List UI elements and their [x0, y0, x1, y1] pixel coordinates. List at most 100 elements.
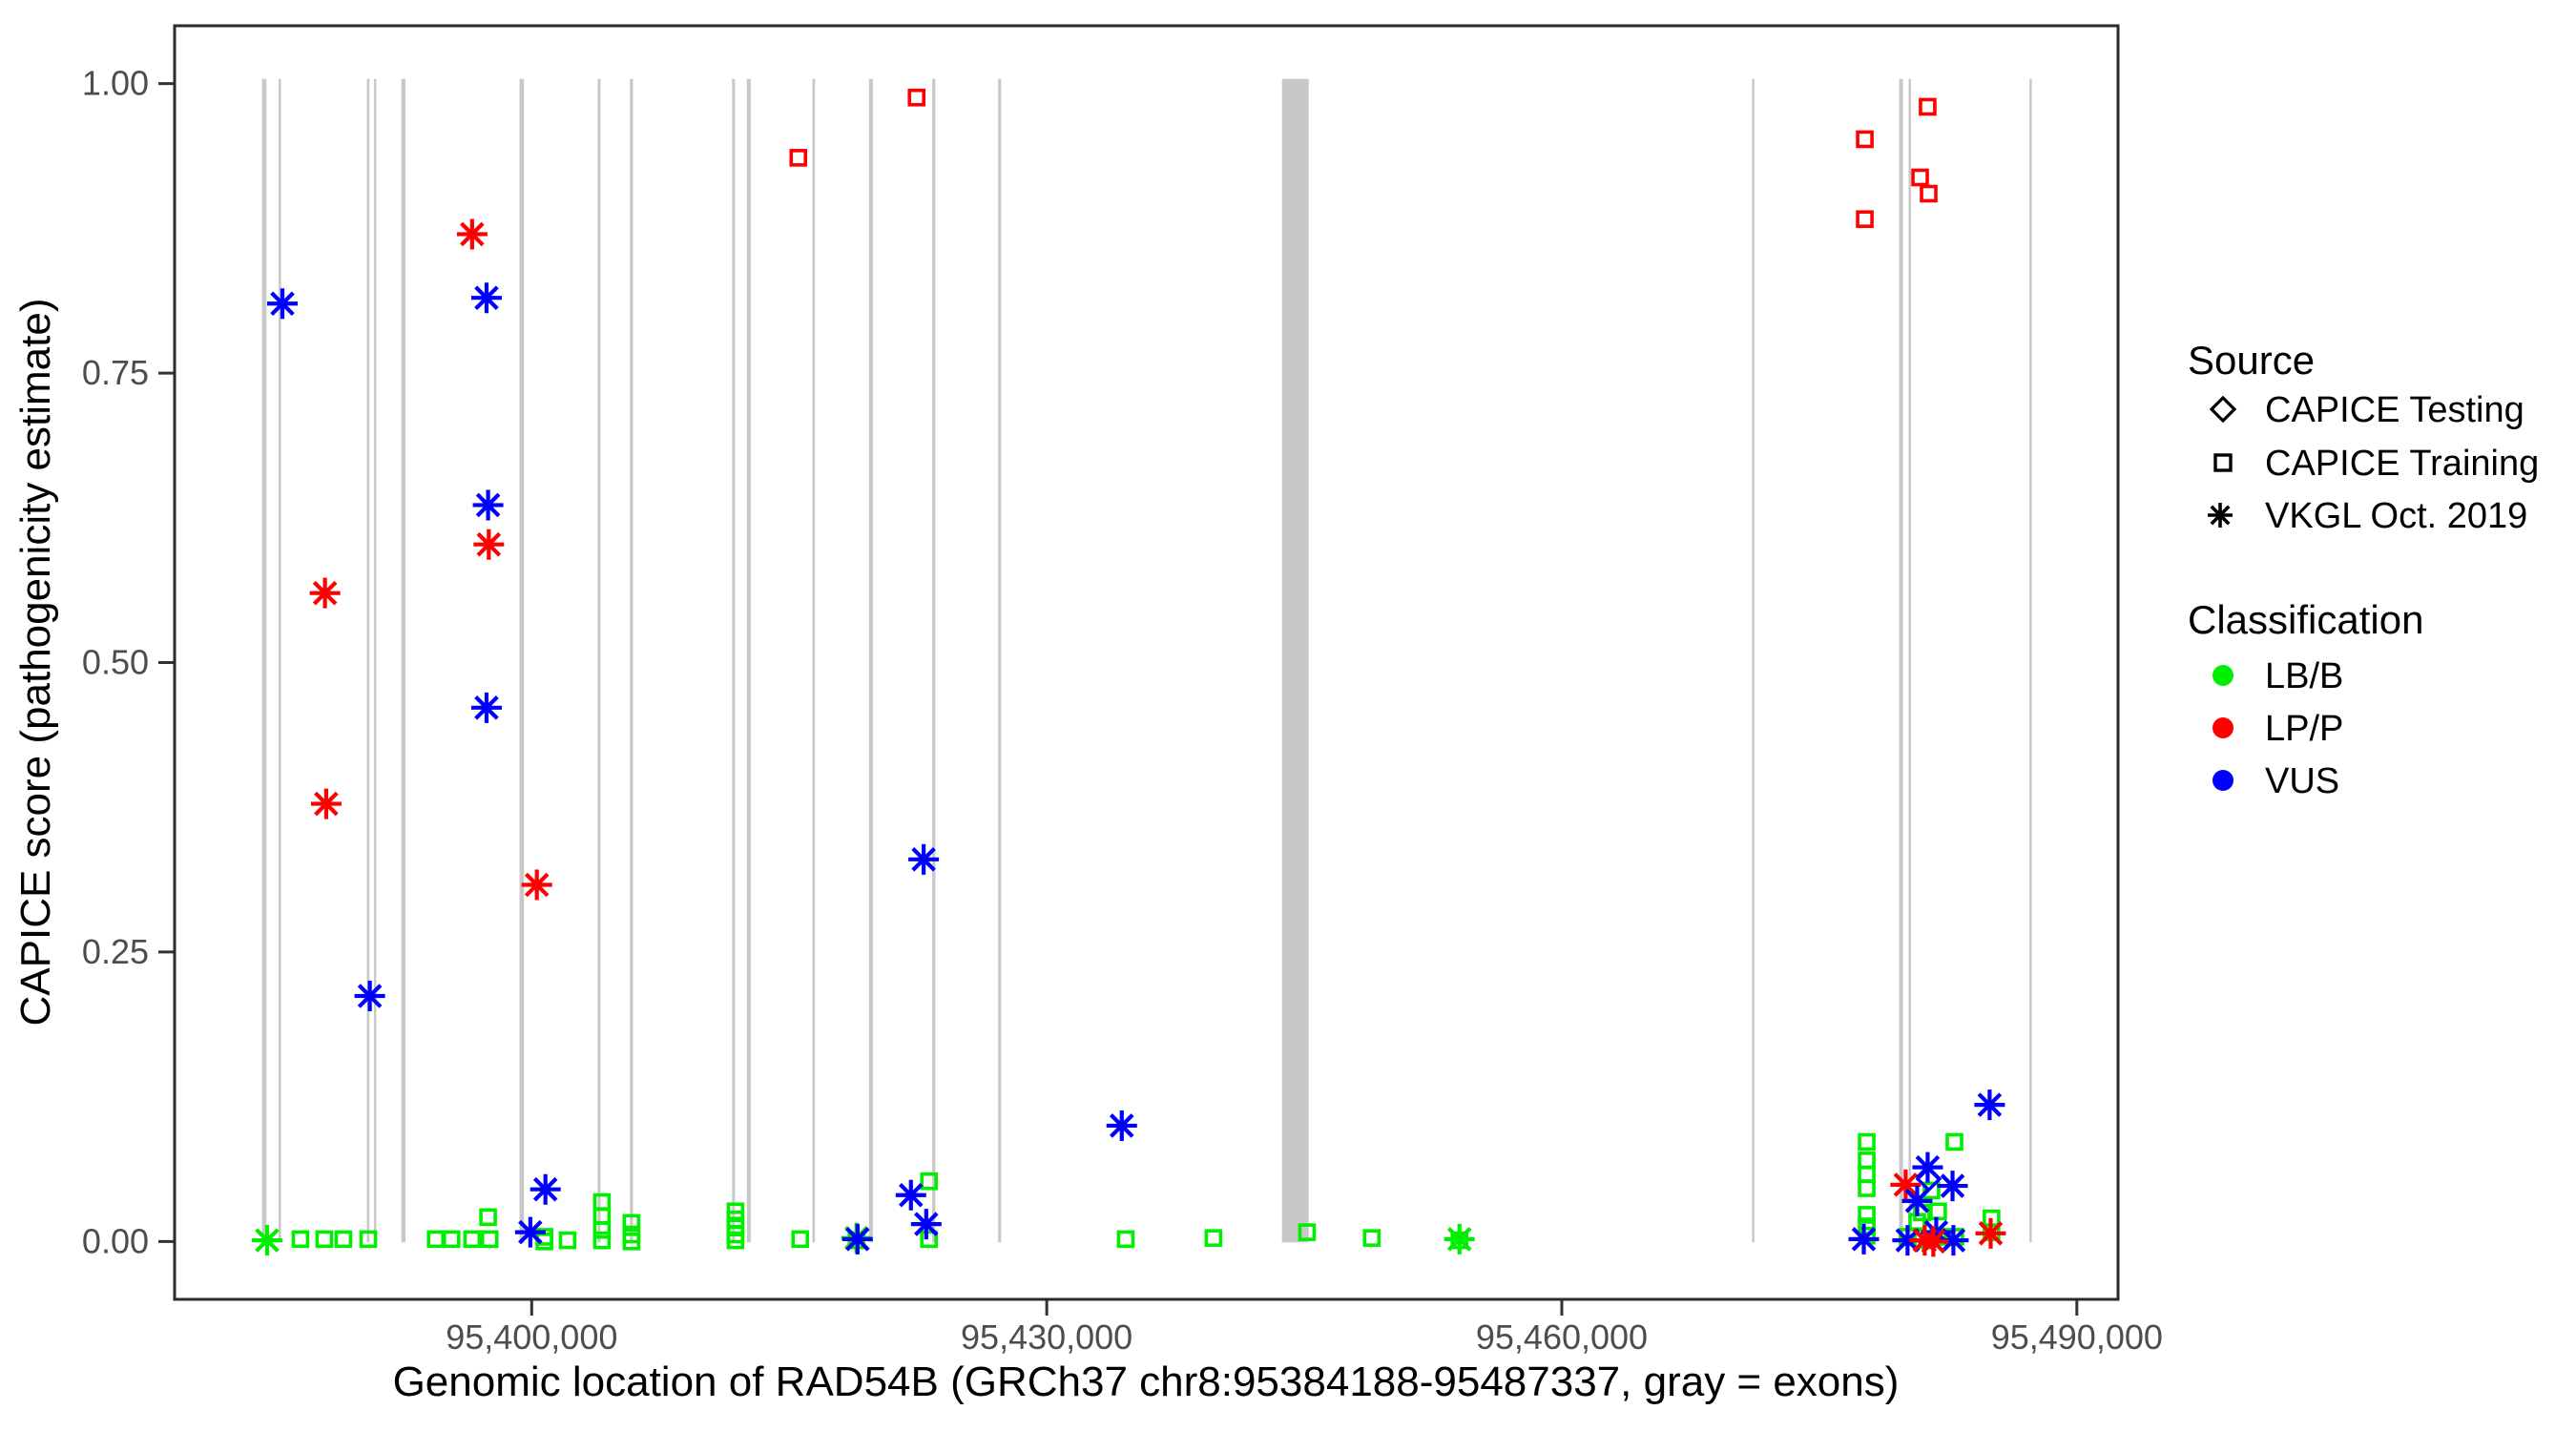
exon-bar — [1752, 78, 1755, 1243]
point-asterisk — [354, 981, 385, 1012]
point-asterisk — [267, 288, 299, 320]
point-square — [426, 1230, 445, 1249]
point-asterisk — [1974, 1089, 2005, 1121]
point-square — [1858, 1151, 1876, 1170]
legend-item-label: VUS — [2265, 761, 2339, 801]
point-square — [315, 1230, 334, 1249]
point-square — [1298, 1223, 1317, 1241]
exon-bar — [868, 78, 873, 1243]
exon-bar — [279, 78, 281, 1243]
point-square — [1908, 1213, 1926, 1231]
point-asterisk — [895, 1179, 926, 1211]
y-tick-label: 0.75 — [82, 353, 149, 392]
legend-item-label: VKGL Oct. 2019 — [2265, 496, 2527, 536]
point-square — [789, 149, 808, 167]
point-asterisk — [473, 529, 505, 560]
legend-classification-title: Classification — [2188, 597, 2423, 642]
legend-item-lpp: LP/P — [2212, 709, 2343, 749]
point-square — [622, 1233, 641, 1251]
point-asterisk — [1975, 1217, 2006, 1249]
point-asterisk — [1890, 1169, 1922, 1200]
point-asterisk — [251, 1225, 282, 1256]
point-square — [726, 1231, 745, 1250]
point-square — [1204, 1229, 1223, 1247]
x-axis-title: Genomic location of RAD54B (GRCh37 chr8:… — [393, 1358, 1900, 1405]
exon-bar — [261, 78, 267, 1243]
point-asterisk — [521, 869, 552, 901]
point-asterisk — [470, 692, 502, 723]
point-square — [592, 1220, 612, 1239]
exon-bar — [732, 78, 736, 1243]
point-asterisk — [472, 489, 504, 521]
exon-bar — [597, 78, 601, 1243]
x-tick-label: 95,490,000 — [1991, 1317, 2163, 1357]
point-asterisk — [530, 1173, 561, 1205]
y-tick-label: 0.25 — [82, 932, 149, 971]
point-asterisk — [309, 577, 341, 609]
point-square — [1911, 168, 1929, 187]
point-square — [334, 1230, 353, 1249]
point-square — [1856, 210, 1874, 228]
dot-icon — [2212, 717, 2233, 738]
data-points — [251, 88, 2006, 1257]
point-square — [791, 1230, 810, 1249]
point-asterisk — [910, 1209, 942, 1240]
legend-item-capice-training: CAPICE Training — [2213, 444, 2539, 484]
point-asterisk — [1918, 1226, 1949, 1257]
point-asterisk — [310, 788, 342, 819]
y-tick-label: 0.50 — [82, 643, 149, 682]
point-square — [1858, 1179, 1876, 1197]
plot-panel-border — [173, 24, 2120, 1301]
point-square — [592, 1207, 612, 1225]
point-square — [1922, 1181, 1941, 1200]
exon-bar — [366, 78, 370, 1243]
legend: Source CAPICE Testing CAPICE Training VK… — [2188, 338, 2539, 801]
legend-item-vus: VUS — [2212, 761, 2339, 801]
dot-icon — [2212, 665, 2233, 686]
point-square — [592, 1192, 612, 1212]
exon-bar — [2029, 78, 2032, 1243]
x-tick-label: 95,400,000 — [446, 1317, 617, 1357]
point-asterisk — [1921, 1216, 1952, 1248]
point-asterisk — [908, 843, 940, 875]
dot-icon — [2212, 770, 2233, 791]
point-square — [1362, 1229, 1381, 1247]
axis-ticks: 95,400,000 95,430,000 95,460,000 95,490,000… — [82, 64, 2163, 1357]
legend-item-capice-testing: CAPICE Testing — [2209, 390, 2524, 430]
point-square — [1858, 1132, 1876, 1151]
square-icon — [2213, 453, 2233, 472]
point-asterisk — [1901, 1185, 1933, 1216]
point-square — [1929, 1202, 1947, 1221]
y-tick-label: 0.00 — [82, 1221, 149, 1260]
exon-bar — [1899, 78, 1903, 1243]
point-square — [1858, 1206, 1876, 1224]
point-square — [1945, 1132, 1963, 1151]
point-asterisk — [470, 282, 502, 314]
asterisk-icon — [2208, 503, 2233, 528]
point-square — [1919, 97, 1937, 116]
x-tick-label: 95,460,000 — [1476, 1317, 1648, 1357]
point-square — [1116, 1230, 1135, 1249]
y-axis-title: CAPICE score (pathogenicity estimate) — [12, 299, 59, 1027]
legend-item-label: CAPICE Testing — [2265, 390, 2524, 430]
diamond-icon — [2209, 395, 2237, 424]
legend-source-title: Source — [2188, 338, 2315, 383]
point-square — [592, 1231, 612, 1250]
y-tick-label: 1.00 — [82, 64, 149, 103]
exon-bar — [932, 78, 936, 1243]
x-tick-label: 95,430,000 — [961, 1317, 1132, 1357]
point-square — [907, 88, 926, 107]
point-asterisk — [456, 218, 488, 250]
point-square — [359, 1230, 378, 1249]
point-square — [920, 1172, 938, 1191]
exon-bar — [1908, 78, 1911, 1243]
exon-bars — [261, 78, 2032, 1243]
point-asterisk — [1848, 1223, 1880, 1255]
exon-bar — [812, 78, 816, 1243]
exon-bar — [630, 78, 634, 1243]
legend-item-lbb: LB/B — [2212, 656, 2343, 696]
point-square — [558, 1231, 577, 1250]
point-square — [920, 1230, 938, 1249]
